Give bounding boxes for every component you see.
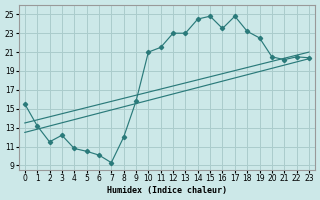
X-axis label: Humidex (Indice chaleur): Humidex (Indice chaleur) — [107, 186, 227, 195]
